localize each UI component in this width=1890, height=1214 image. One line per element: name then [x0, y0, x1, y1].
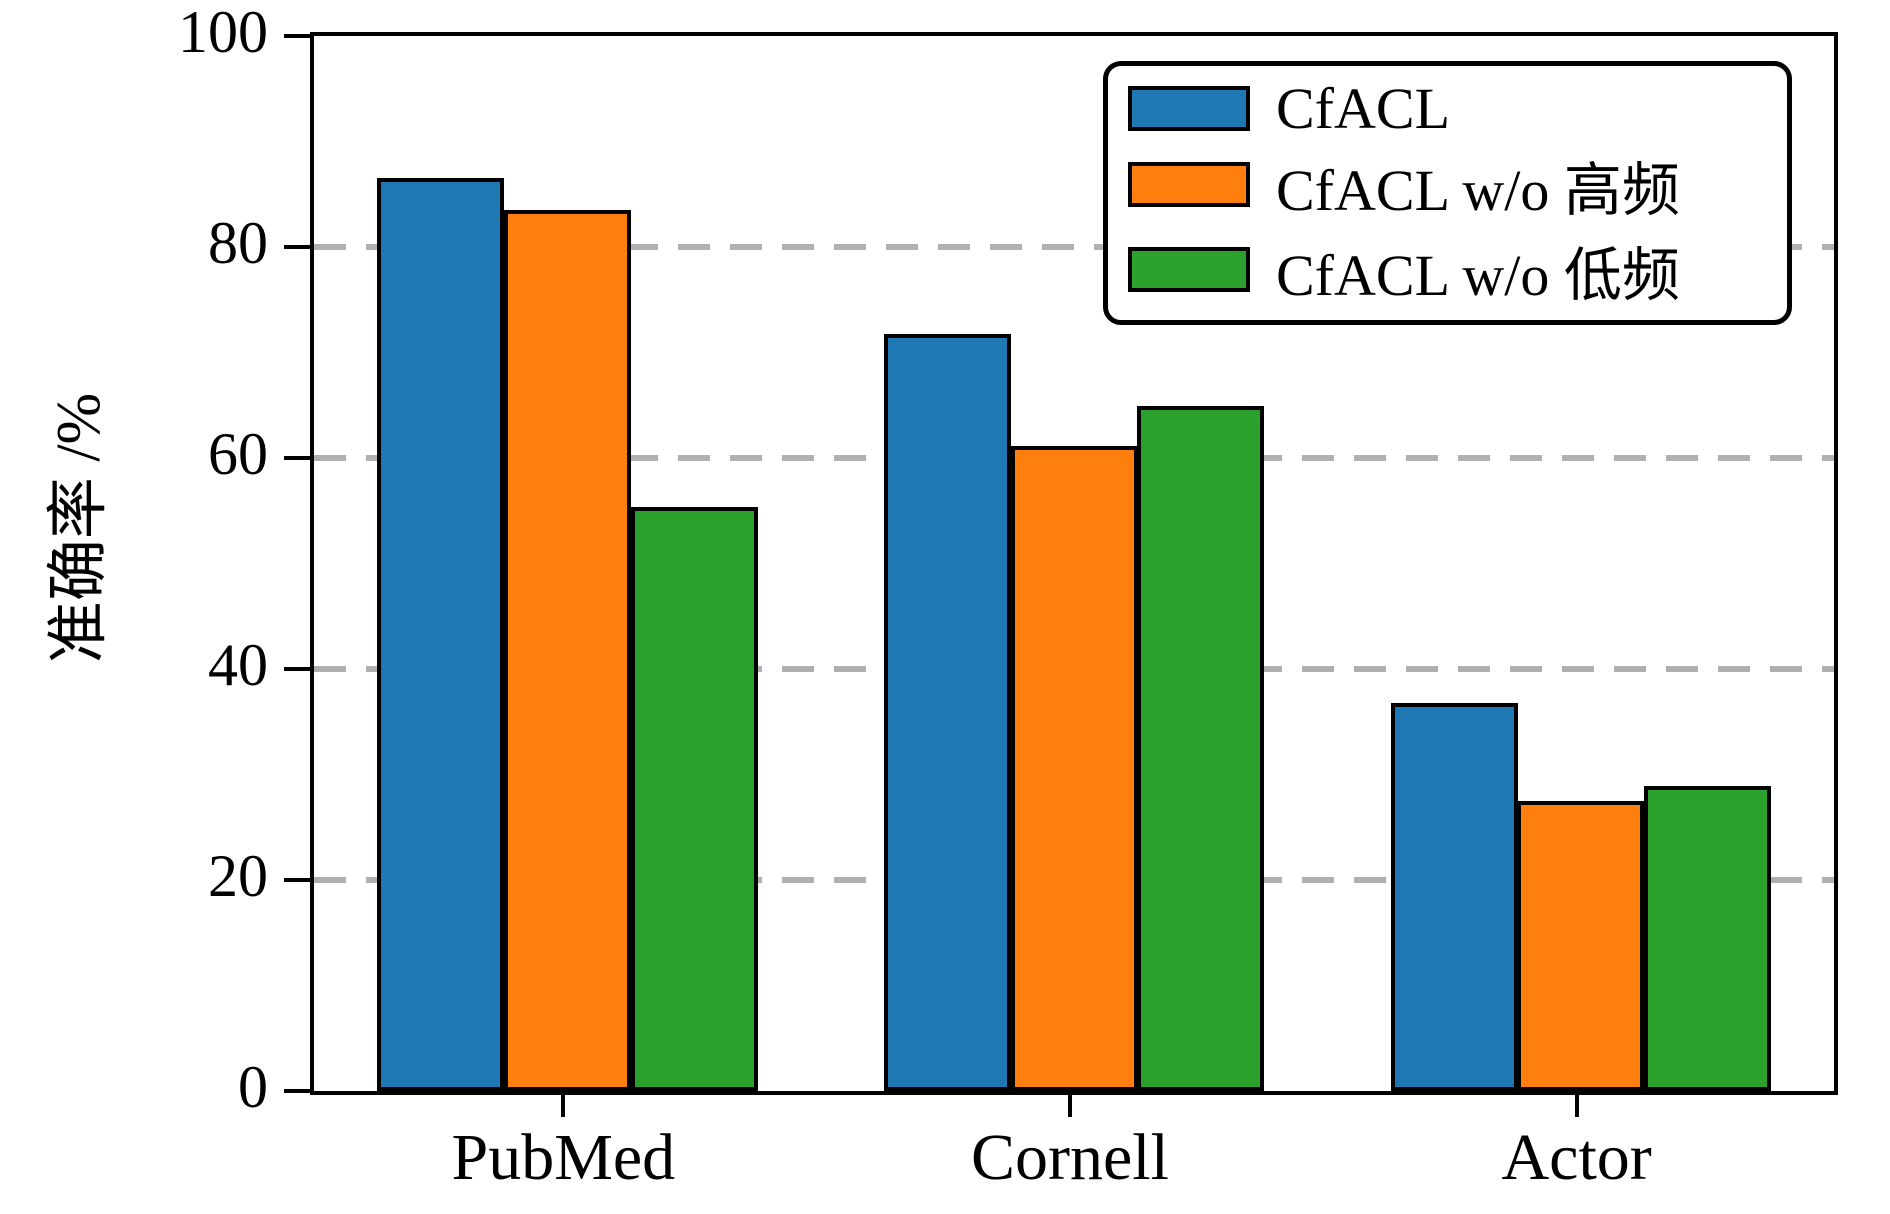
y-tick-100: [284, 34, 310, 38]
bar-Actor-series1: [1517, 800, 1645, 1091]
y-tick-0: [284, 1089, 310, 1093]
legend-row-0: CfACL: [1108, 75, 1787, 142]
legend-label-1: CfACL w/o 高频: [1276, 157, 1680, 223]
bar-PubMed-series2: [630, 506, 758, 1091]
y-tick-80: [284, 245, 310, 249]
x-tick-label-Cornell: Cornell: [971, 1121, 1169, 1194]
y-tick-label-20: 20: [208, 843, 268, 909]
bar-Cornell-series2: [1137, 406, 1265, 1091]
y-tick-label-40: 40: [208, 632, 268, 698]
legend-row-1: CfACL w/o 高频: [1108, 143, 1787, 227]
legend-label-0: CfACL: [1276, 75, 1450, 141]
bar-Actor-series0: [1390, 702, 1518, 1091]
bar-Cornell-series1: [1010, 446, 1138, 1091]
legend-row-2: CfACL w/o 低频: [1108, 228, 1787, 312]
x-tick-label-Actor: Actor: [1501, 1121, 1652, 1194]
bar-PubMed-series0: [377, 178, 505, 1091]
y-tick-20: [284, 878, 310, 882]
y-tick-label-100: 100: [178, 0, 268, 65]
bar-Cornell-series0: [883, 333, 1011, 1091]
x-tick-Actor: [1574, 1091, 1579, 1117]
legend-swatch-2: [1128, 247, 1250, 292]
y-tick-label-60: 60: [208, 421, 268, 487]
legend-swatch-0: [1128, 85, 1250, 131]
legend: CfACL CfACL w/o 高频 CfACL w/o 低频: [1103, 61, 1792, 325]
y-tick-60: [284, 456, 310, 460]
y-tick-label-0: 0: [238, 1054, 268, 1120]
y-tick-label-80: 80: [208, 210, 268, 276]
bar-PubMed-series1: [503, 210, 631, 1091]
bar-Actor-series2: [1643, 786, 1771, 1091]
y-tick-40: [284, 667, 310, 671]
x-tick-Cornell: [1068, 1091, 1072, 1117]
gridline-80: [314, 244, 1834, 250]
legend-swatch-1: [1128, 162, 1250, 207]
x-tick-PubMed: [561, 1091, 566, 1117]
x-tick-label-PubMed: PubMed: [451, 1121, 676, 1194]
legend-label-2: CfACL w/o 低频: [1276, 242, 1680, 308]
